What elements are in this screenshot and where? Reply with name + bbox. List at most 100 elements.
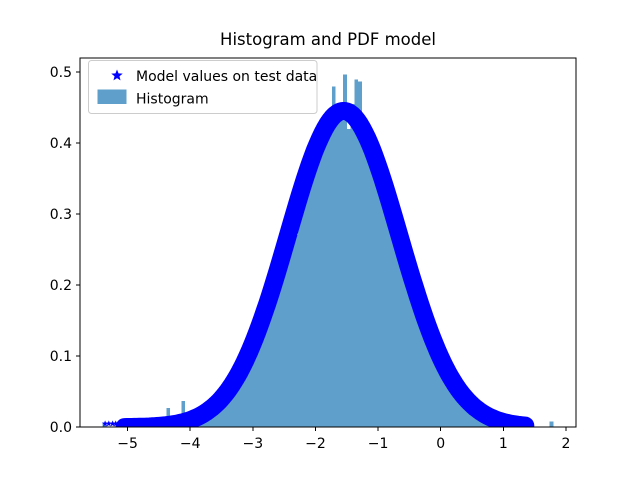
histogram-bar <box>301 184 306 428</box>
histogram-bar <box>440 362 445 428</box>
histogram-bar <box>346 129 351 428</box>
histogram-bar <box>365 130 370 428</box>
y-tick-label: 0.2 <box>50 278 72 294</box>
histogram-bar <box>373 157 377 428</box>
histogram-bar <box>241 365 246 428</box>
y-tick-label: 0.0 <box>50 420 72 436</box>
histogram-bar <box>444 367 449 428</box>
histogram-bar <box>260 315 265 428</box>
x-tick-label: −2 <box>305 436 326 452</box>
x-tick-label: −3 <box>243 436 264 452</box>
histogram-bar <box>350 104 355 428</box>
histogram-bar <box>252 332 257 428</box>
histogram-bar <box>463 396 468 428</box>
histogram-bar <box>294 234 298 428</box>
histogram-bar <box>376 160 381 428</box>
histogram-bar <box>433 345 437 428</box>
histogram-bar <box>354 79 359 428</box>
y-tick-label: 0.5 <box>50 65 72 81</box>
histogram-bar <box>459 393 464 428</box>
histogram-bar <box>271 278 276 428</box>
histogram-bar <box>549 421 554 428</box>
histogram-bar <box>305 163 310 428</box>
x-axis-ticks: −5 −4 −3 −2 −1 0 1 2 <box>117 427 570 452</box>
histogram-bar <box>414 288 419 428</box>
histogram-bar <box>275 274 280 428</box>
histogram-bar <box>380 180 385 428</box>
histogram-bar <box>343 74 347 428</box>
histogram-bar <box>328 114 332 428</box>
histogram-bar <box>297 187 302 428</box>
histogram-bar <box>219 396 223 428</box>
histogram-bar <box>361 121 366 428</box>
x-tick-label: 2 <box>562 436 571 452</box>
plot-area <box>79 57 577 428</box>
y-tick-label: 0.3 <box>50 207 72 223</box>
x-tick-label: −1 <box>368 436 389 452</box>
y-axis-ticks: 0.0 0.1 0.2 0.3 0.4 0.5 <box>50 65 80 436</box>
x-tick-label: 0 <box>436 436 445 452</box>
chart-title: Histogram and PDF model <box>220 30 436 49</box>
tail-star-marker <box>116 420 123 427</box>
x-tick-label: 1 <box>499 436 508 452</box>
x-tick-label: −4 <box>180 436 201 452</box>
histogram-bar <box>256 334 261 428</box>
histogram-bar <box>312 143 317 428</box>
histogram-bar <box>399 242 404 428</box>
x-tick-label: −5 <box>117 436 138 452</box>
legend-patch-icon <box>97 89 127 104</box>
histogram-bar <box>226 387 231 428</box>
histogram-bar <box>320 126 325 428</box>
histogram-bar <box>436 351 441 428</box>
histogram-bar <box>425 327 430 428</box>
histogram-bar <box>395 235 400 428</box>
histogram-bar <box>230 385 235 428</box>
histogram-bar <box>234 375 238 428</box>
histogram-bar <box>410 275 415 428</box>
histogram-bar <box>290 221 295 428</box>
y-tick-label: 0.4 <box>50 136 72 152</box>
histogram-bar <box>455 386 460 428</box>
histogram-bar <box>324 127 328 428</box>
tail-star-marker <box>112 420 119 427</box>
legend-label-model: Model values on test data <box>136 69 317 85</box>
tail-star-marker <box>119 420 126 427</box>
histogram-bar <box>418 305 422 428</box>
histogram-bars <box>102 74 554 428</box>
tail-star-marker <box>521 420 528 427</box>
histogram-bar <box>267 297 272 428</box>
histogram-bar <box>309 161 313 428</box>
histogram-bar <box>421 311 426 428</box>
histogram-bar <box>335 116 340 428</box>
histogram-bar <box>384 185 389 428</box>
tail-star-marker <box>105 420 112 427</box>
legend: Model values on test data Histogram <box>88 60 318 114</box>
histogram-bar <box>369 140 374 428</box>
star-marker-icon <box>111 69 123 81</box>
histogram-bar <box>388 197 392 428</box>
histogram-bar <box>286 225 291 428</box>
legend-box <box>88 60 318 114</box>
y-tick-label: 0.1 <box>50 349 72 365</box>
histogram-bar <box>358 81 362 428</box>
histogram-bar <box>391 217 396 428</box>
histogram-bar <box>403 250 407 428</box>
histogram-bar <box>264 310 268 428</box>
histogram-bar <box>331 86 336 428</box>
histogram-bar <box>452 383 456 428</box>
histogram-bar <box>245 353 250 428</box>
tail-star-marker <box>101 420 109 427</box>
histogram-bar <box>237 364 242 428</box>
histogram-bar <box>316 142 321 428</box>
legend-label-histogram: Histogram <box>136 92 209 108</box>
histogram-bar <box>339 110 344 428</box>
histogram-bar <box>429 332 434 428</box>
histogram-bar <box>282 248 287 428</box>
model-curve-band <box>115 102 535 428</box>
tail-star-marker <box>109 420 116 427</box>
histogram-bar <box>406 268 411 428</box>
histogram-bar <box>279 252 283 428</box>
model-curve <box>101 102 535 428</box>
